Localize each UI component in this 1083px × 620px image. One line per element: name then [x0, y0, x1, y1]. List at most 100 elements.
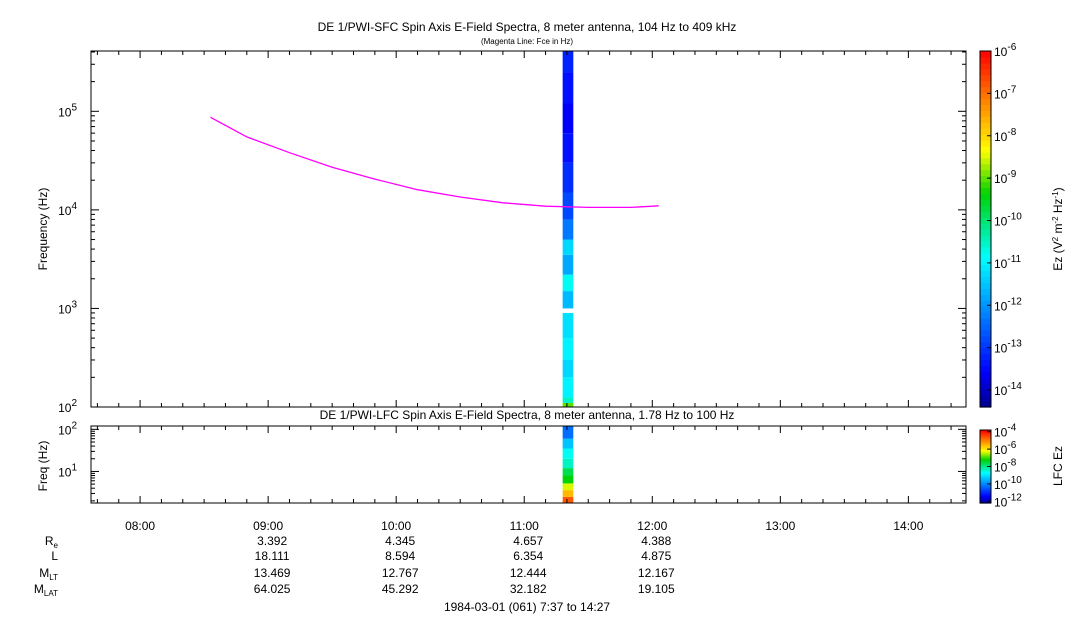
lfc-colorbar-segment	[980, 439, 991, 442]
ephemeris-row-label: MLAT	[34, 582, 58, 598]
sfc-colorbar-segment	[980, 128, 991, 135]
footer-time-range: 1984-03-01 (061) 7:37 to 14:27	[444, 600, 610, 614]
sfc-colorbar-segment	[980, 395, 991, 402]
lfc-colorbar-segment	[980, 477, 991, 480]
lfc-colorbar-segment	[980, 485, 991, 488]
lfc-colorbar-segment	[980, 481, 991, 483]
lfc-colorbar-segment	[980, 444, 991, 447]
time-tick-label: 12:00	[637, 519, 667, 533]
sfc-colorbar-segment	[980, 252, 991, 260]
sfc-colorbar-segment	[980, 80, 991, 88]
time-axis: 08:00 09:00 10:00 11:00 12:00 13:00 14:00	[96, 51, 952, 533]
sfc-spectrum-cell-6	[562, 291, 574, 309]
lfc-colorbar-segment	[980, 456, 991, 459]
sfc-colorbar-segment	[980, 246, 991, 254]
lfc-colorbar-label: LFC Ez	[1051, 446, 1065, 486]
lfc-spectrum-cell-1	[562, 490, 574, 497]
sfc-spectrum-cell-4	[562, 338, 574, 360]
lfc-ylabel: Freq (Hz)	[36, 441, 50, 492]
sfc-spectrum-cell-10	[562, 219, 574, 240]
sfc-colorbar-tick-label: 10-9	[994, 169, 1017, 186]
sfc-colorbar-tick-label: 10-10	[994, 212, 1022, 229]
sfc-colorbar-segment	[980, 157, 991, 165]
ephemeris-value: 12.167	[638, 566, 675, 580]
lfc-colorbar-segment	[980, 466, 991, 469]
ephemeris-value: 32.182	[510, 582, 547, 596]
lfc-colorbar-segment	[980, 473, 991, 476]
ephemeris-value: 3.392	[257, 534, 287, 548]
sfc-colorbar-segment	[980, 300, 991, 307]
lfc-colorbar-segment	[980, 430, 991, 432]
lfc-spectrum-cell-4	[562, 468, 574, 476]
ephemeris-value: 64.025	[254, 582, 291, 596]
lfc-title: DE 1/PWI-LFC Spin Axis E-Field Spectra, …	[320, 408, 735, 422]
lfc-colorbar-segment	[980, 482, 991, 485]
lfc-plot-frame	[90, 425, 967, 504]
lfc-colorbar-segment	[980, 434, 991, 437]
ephemeris-row-label: Re	[45, 534, 59, 550]
ephemeris-value: 6.354	[513, 549, 543, 563]
lfc-colorbar-segment	[980, 451, 991, 454]
sfc-colorbar-tick-label: 10-6	[994, 42, 1017, 59]
sfc-subtitle: (Magenta Line: Fce in Hz)	[481, 37, 573, 46]
sfc-colorbar-segment	[980, 104, 991, 111]
ephemeris-value: 13.469	[254, 566, 291, 580]
sfc-colorbar-label: Ez (V2 m-2 Hz-1)	[1051, 187, 1066, 270]
sfc-colorbar-segment	[980, 276, 991, 283]
sfc-colorbar-segment	[980, 353, 991, 361]
lfc-colorbar-segment	[980, 479, 991, 482]
sfc-colorbar-segment	[980, 92, 991, 100]
lfc-ytick-label: 101	[58, 462, 77, 479]
lfc-colorbar-segment	[980, 468, 991, 471]
ephemeris-value: 4.657	[513, 534, 543, 548]
lfc-spectrum-cell-5	[562, 458, 574, 469]
time-tick-label: 11:00	[510, 519, 539, 533]
sfc-colorbar-segment	[980, 288, 991, 295]
sfc-colorbar-segment	[980, 318, 991, 325]
sfc-colorbar-segment	[980, 116, 991, 123]
sfc-colorbar-segment	[980, 359, 991, 367]
lfc-colorbar-segment	[980, 499, 991, 502]
sfc-spectrum-cell-15	[562, 72, 574, 104]
sfc-colorbar-segment	[980, 187, 991, 194]
sfc-colorbar-segment	[980, 134, 991, 141]
time-tick-label: 08:00	[125, 519, 155, 533]
sfc-spectrum-cell-2	[562, 377, 574, 398]
sfc-colorbar-segment	[980, 341, 991, 349]
ephemeris-value: 18.111	[255, 549, 290, 563]
lfc-colorbar-segment	[980, 483, 991, 486]
lfc-colorbar-tick-label: 10-10	[994, 475, 1022, 492]
lfc-colorbar-tick-label: 10-12	[994, 492, 1022, 509]
sfc-colorbar-tick-label: 10-7	[994, 84, 1017, 101]
lfc-colorbar-segment	[980, 465, 991, 468]
sfc-plot-frame	[90, 50, 967, 408]
lfc-colorbar-segment	[980, 490, 991, 493]
sfc-title: DE 1/PWI-SFC Spin Axis E-Field Spectra, …	[318, 20, 737, 34]
lfc-spectrum-cell-6	[562, 448, 574, 459]
sfc-colorbar-frame	[979, 50, 992, 408]
lfc-colorbar-segment	[980, 495, 991, 498]
lfc-colorbar-segment	[980, 488, 991, 491]
sfc-colorbar-segment	[980, 151, 991, 159]
ephemeris-value: 19.105	[638, 582, 675, 596]
sfc-colorbar: 10-6 10-7 10-8 10-9 10-10 10-11 10-12 10-13 10-1…	[979, 42, 1022, 408]
lfc-colorbar-segment	[980, 496, 991, 499]
lfc-colorbar-segment	[980, 492, 991, 494]
sfc-colorbar-segment	[980, 365, 991, 372]
lfc-colorbar-segment	[980, 449, 991, 452]
lfc-ytick-label: 102	[58, 420, 77, 437]
lfc-colorbar-segment	[980, 467, 991, 470]
lfc-colorbar-segment	[980, 494, 991, 497]
ephemeris-value: 45.292	[382, 582, 419, 596]
sfc-colorbar-segment	[980, 371, 991, 378]
sfc-colorbar-segment	[980, 389, 991, 396]
sfc-colorbar-segment	[980, 306, 991, 313]
sfc-ytick-label: 103	[58, 299, 77, 316]
sfc-colorbar-segment	[980, 270, 991, 278]
sfc-spectrum-cell-12	[562, 162, 574, 193]
sfc-spectrum-cell-13	[562, 133, 574, 163]
time-tick-label: 14:00	[893, 519, 923, 533]
ephemeris-value: 8.594	[385, 549, 415, 563]
lfc-colorbar-segment	[980, 450, 991, 453]
lfc-colorbar-segment	[980, 500, 991, 503]
